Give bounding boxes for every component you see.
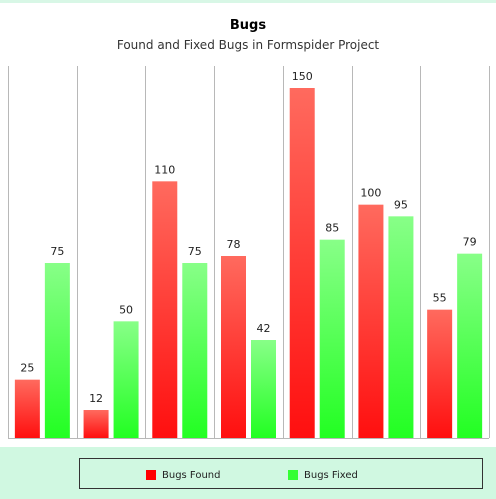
legend-swatch-bugs-fixed <box>288 470 298 480</box>
bar-found-1[interactable] <box>14 379 40 438</box>
bar-found-3[interactable] <box>152 181 178 439</box>
legend-label-bugs-found: Bugs Found <box>162 469 221 481</box>
data-label-fixed-2: 50 <box>119 303 133 316</box>
legend-item-bugs-fixed[interactable]: Bugs Fixed <box>288 468 358 482</box>
data-label-found-1: 25 <box>20 362 34 375</box>
data-label-fixed-3: 75 <box>188 245 202 258</box>
legend-item-bugs-found[interactable]: Bugs Found <box>146 468 220 482</box>
data-label-fixed-6: 95 <box>394 198 408 211</box>
data-label-fixed-7: 79 <box>463 236 477 249</box>
bar-fixed-4[interactable] <box>251 340 276 438</box>
data-label-found-2: 12 <box>89 392 103 405</box>
bar-fixed-6[interactable] <box>388 216 414 438</box>
legend-swatch-bugs-found <box>146 470 156 480</box>
bar-found-4[interactable] <box>221 256 246 438</box>
bar-found-2[interactable] <box>83 410 109 438</box>
top-strip <box>0 0 496 3</box>
bar-fixed-5[interactable] <box>319 239 345 438</box>
data-label-found-7: 55 <box>433 292 447 305</box>
data-label-fixed-1: 75 <box>50 245 64 258</box>
chart-subtitle: Found and Fixed Bugs in Formspider Proje… <box>116 38 380 52</box>
data-label-found-4: 78 <box>227 238 241 251</box>
bar-fixed-7[interactable] <box>457 253 483 438</box>
bar-fixed-1[interactable] <box>44 263 70 438</box>
bar-fixed-2[interactable] <box>113 321 139 438</box>
legend-label-bugs-fixed: Bugs Fixed <box>304 469 358 481</box>
data-labels-group: 25 75 12 50 110 75 78 42 150 85 100 95 55 79 <box>20 70 476 405</box>
bar-found-6[interactable] <box>358 204 384 438</box>
chart-title: Bugs <box>229 18 267 33</box>
data-label-found-3: 110 <box>154 163 175 176</box>
data-label-fixed-5: 85 <box>325 222 339 235</box>
bar-found-5[interactable] <box>289 88 315 438</box>
bars-group <box>14 88 483 439</box>
data-label-fixed-4: 42 <box>257 322 271 335</box>
data-label-found-6: 100 <box>360 187 381 200</box>
bar-found-7[interactable] <box>427 309 453 438</box>
legend: Bugs Found Bugs Fixed <box>79 458 483 489</box>
grid-lines <box>8 66 490 439</box>
data-label-found-5: 150 <box>292 70 313 83</box>
bar-fixed-3[interactable] <box>182 263 208 438</box>
bar-chart: 25 75 12 50 110 75 78 42 150 85 100 95 55 79 <box>8 66 490 439</box>
